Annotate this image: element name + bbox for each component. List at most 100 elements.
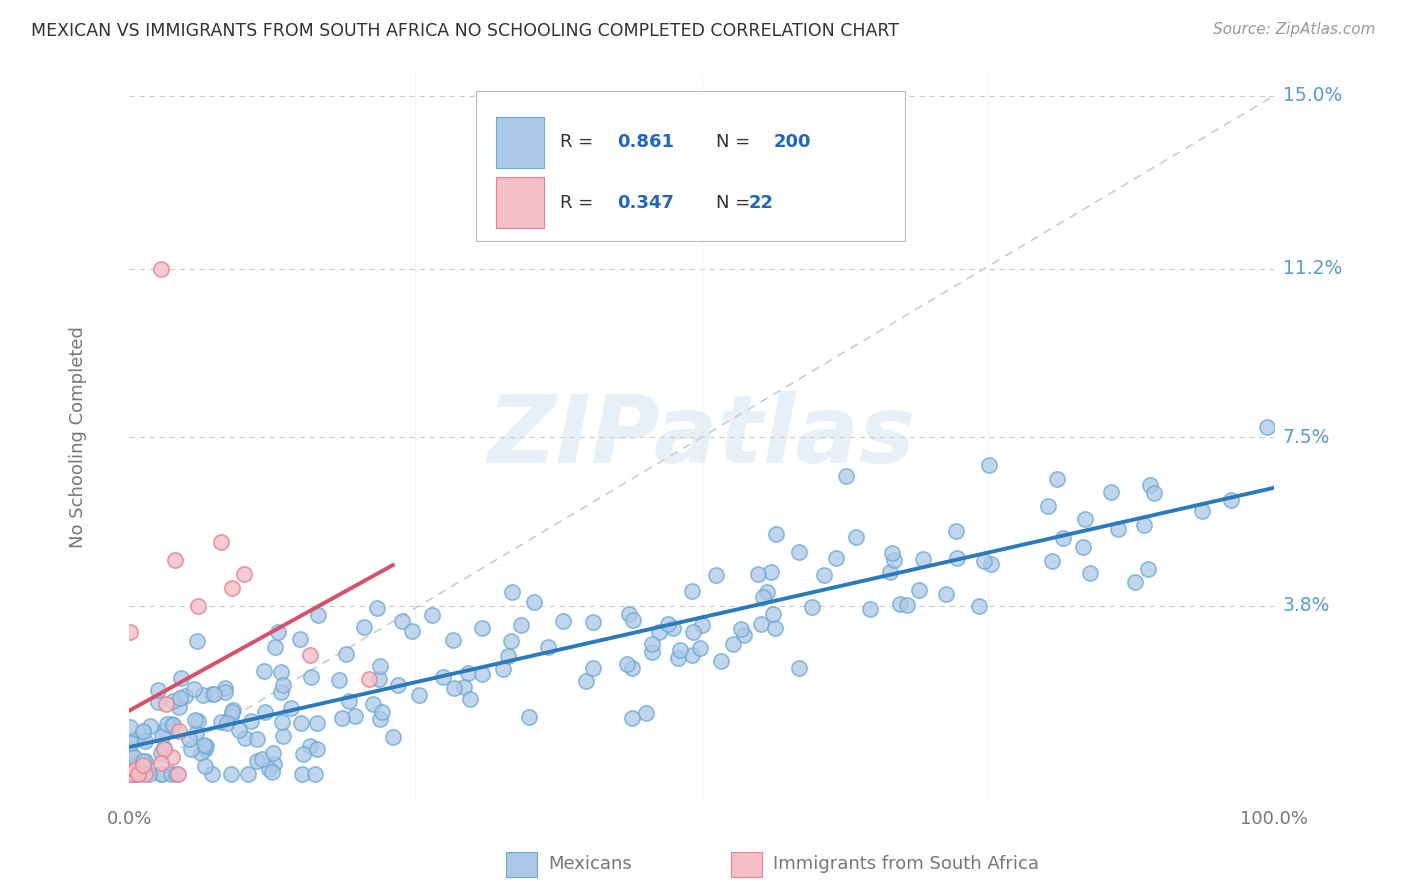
Point — [246, 754, 269, 768]
Point — [946, 551, 969, 566]
Text: R =: R = — [560, 194, 599, 211]
Point — [912, 551, 935, 566]
Point — [162, 718, 184, 732]
Point — [139, 719, 162, 733]
Point — [120, 767, 142, 781]
Text: 3.8%: 3.8% — [1284, 596, 1330, 615]
Point — [132, 758, 155, 772]
Point — [270, 665, 292, 679]
Point — [253, 664, 276, 678]
Point — [879, 566, 901, 580]
Point — [690, 618, 713, 632]
Point — [122, 767, 145, 781]
Point — [257, 762, 280, 776]
Point — [134, 754, 156, 768]
Point — [1099, 484, 1122, 499]
Point — [221, 708, 243, 723]
Point — [882, 546, 904, 560]
Point — [238, 767, 260, 781]
Point — [681, 584, 703, 599]
Point — [1040, 554, 1063, 568]
Point — [517, 710, 540, 724]
Text: No Schooling Completed: No Schooling Completed — [69, 326, 87, 549]
Point — [120, 736, 142, 750]
Point — [747, 566, 769, 581]
Point — [553, 615, 575, 629]
Point — [733, 627, 755, 641]
Point — [187, 599, 209, 613]
Point — [246, 731, 269, 746]
Point — [617, 607, 640, 621]
Point — [710, 654, 733, 668]
Point — [307, 607, 329, 622]
Point — [492, 662, 515, 676]
Point — [575, 673, 598, 688]
Point — [501, 585, 523, 599]
Point — [194, 742, 217, 756]
Point — [834, 469, 856, 483]
Point — [443, 681, 465, 696]
Point — [228, 723, 250, 737]
Point — [641, 645, 664, 659]
Point — [162, 750, 184, 764]
Point — [292, 747, 315, 761]
Point — [291, 767, 314, 781]
Text: 11.2%: 11.2% — [1284, 260, 1343, 278]
Point — [134, 734, 156, 748]
Point — [458, 691, 481, 706]
Point — [270, 714, 292, 729]
Point — [339, 694, 361, 708]
Text: 22: 22 — [748, 194, 773, 211]
Point — [634, 706, 657, 721]
Point — [967, 599, 990, 613]
Point — [233, 731, 256, 746]
Point — [537, 640, 560, 654]
Point — [146, 682, 169, 697]
Text: R =: R = — [560, 133, 599, 152]
Point — [128, 767, 150, 781]
Point — [523, 595, 546, 609]
Text: MEXICAN VS IMMIGRANTS FROM SOUTH AFRICA NO SCHOOLING COMPLETED CORRELATION CHART: MEXICAN VS IMMIGRANTS FROM SOUTH AFRICA … — [31, 22, 898, 40]
Point — [381, 730, 404, 744]
Point — [361, 698, 384, 712]
Point — [1073, 512, 1095, 526]
Point — [132, 723, 155, 738]
Point — [353, 620, 375, 634]
Point — [187, 714, 209, 729]
Point — [980, 557, 1002, 571]
Point — [813, 567, 835, 582]
Point — [120, 767, 142, 781]
Point — [755, 585, 778, 599]
Point — [620, 710, 643, 724]
Point — [723, 637, 745, 651]
Point — [752, 590, 775, 604]
Point — [471, 666, 494, 681]
Point — [730, 622, 752, 636]
Point — [620, 661, 643, 675]
Text: 7.5%: 7.5% — [1284, 428, 1330, 447]
Point — [845, 530, 868, 544]
Point — [1123, 574, 1146, 589]
Point — [582, 660, 605, 674]
Text: Immigrants from South Africa: Immigrants from South Africa — [773, 855, 1039, 873]
Point — [304, 767, 326, 781]
Point — [1136, 562, 1159, 576]
Point — [263, 640, 285, 654]
Point — [202, 687, 225, 701]
Point — [150, 767, 173, 781]
Point — [150, 756, 173, 770]
Point — [509, 617, 531, 632]
Point — [582, 615, 605, 629]
Point — [150, 746, 173, 760]
Point — [907, 583, 929, 598]
Point — [896, 598, 918, 612]
Point — [859, 602, 882, 616]
Point — [401, 624, 423, 639]
Point — [883, 553, 905, 567]
Point — [453, 680, 475, 694]
Point — [270, 685, 292, 699]
Point — [765, 527, 787, 541]
Point — [262, 765, 284, 780]
Point — [153, 742, 176, 756]
Point — [299, 670, 322, 684]
